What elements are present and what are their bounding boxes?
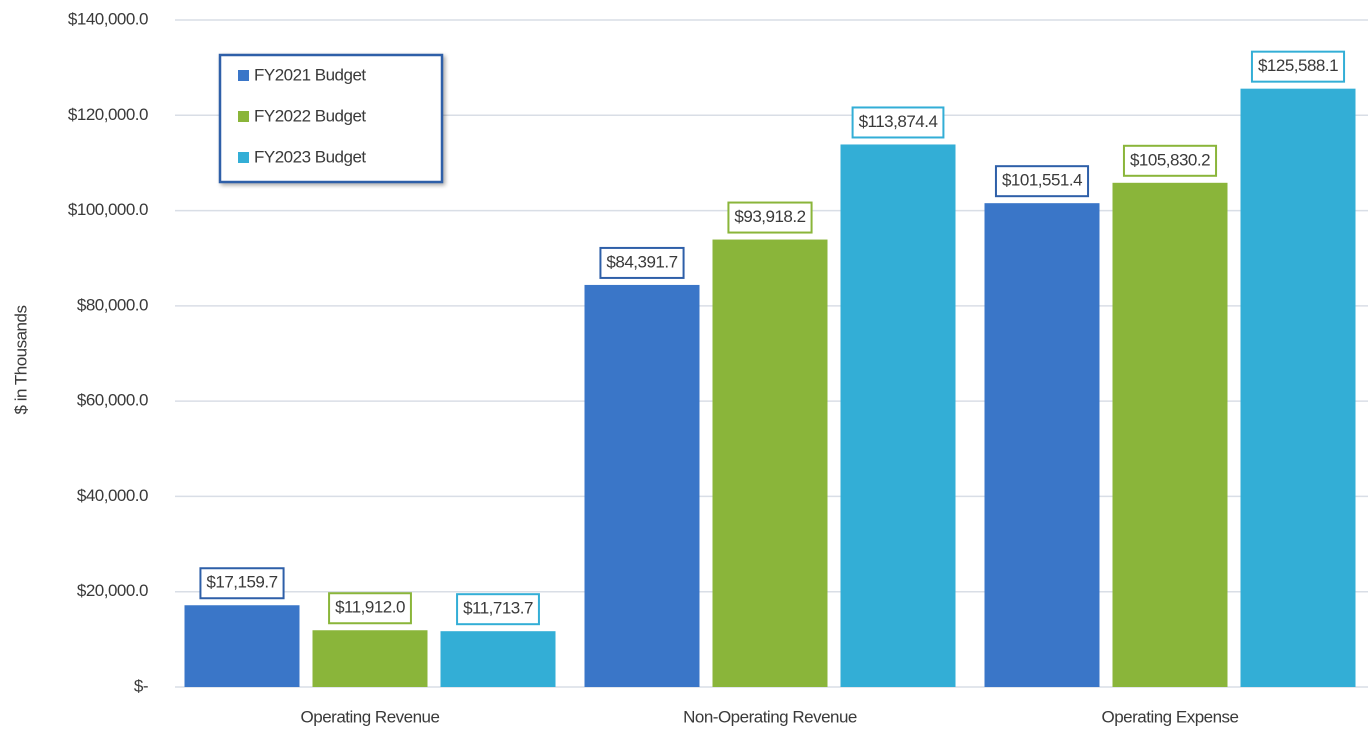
bar xyxy=(984,203,1100,687)
data-label-box xyxy=(851,106,945,139)
data-label-box xyxy=(727,201,813,234)
bar xyxy=(840,144,956,687)
data-label-text: $11,713.7 xyxy=(463,599,533,618)
legend-label: FY2023 Budget xyxy=(254,147,366,166)
data-label-text: $101,551.4 xyxy=(1002,171,1082,190)
data-label-text: $84,391.7 xyxy=(606,252,677,271)
legend-label: FY2021 Budget xyxy=(254,65,366,84)
data-label-text: $113,874.4 xyxy=(859,112,938,131)
y-tick-label: $140,000.0 xyxy=(68,9,148,28)
legend: FY2021 Budget FY2022 Budget FY2023 Budget xyxy=(218,53,444,184)
y-tick-label: $- xyxy=(134,676,148,695)
legend-label: FY2022 Budget xyxy=(254,106,366,125)
data-label: $105,830.2 xyxy=(1122,144,1218,177)
bar xyxy=(1112,182,1228,688)
bar xyxy=(312,630,428,687)
bar xyxy=(1240,88,1356,687)
data-label: $101,551.4 xyxy=(994,165,1090,198)
y-axis-label: $ in Thousands xyxy=(11,306,30,415)
x-tick-label: Operating Revenue xyxy=(301,707,440,726)
legend-swatch xyxy=(238,111,249,122)
data-label-box xyxy=(456,593,540,626)
legend-swatch xyxy=(238,70,249,81)
y-tick-label: $40,000.0 xyxy=(77,486,148,505)
y-tick-label: $20,000.0 xyxy=(77,581,148,600)
y-tick-label: $60,000.0 xyxy=(77,391,148,410)
data-label-box xyxy=(328,592,412,625)
data-label: $11,713.7 xyxy=(456,593,540,626)
data-label-box xyxy=(199,567,285,600)
bar xyxy=(712,239,828,687)
data-label: $125,588.1 xyxy=(1250,50,1346,83)
data-label-text: $105,830.2 xyxy=(1130,150,1210,169)
data-label-box xyxy=(1250,50,1346,83)
data-label-text: $125,588.1 xyxy=(1258,56,1338,75)
bar xyxy=(584,284,700,687)
data-label: $93,918.2 xyxy=(727,201,813,234)
data-label-text: $17,159.7 xyxy=(206,573,277,592)
x-tick-label: Non-Operating Revenue xyxy=(683,707,857,726)
legend-swatch xyxy=(238,152,249,163)
data-label: $17,159.7 xyxy=(199,567,285,600)
data-label-box xyxy=(1122,144,1218,177)
data-label-text: $93,918.2 xyxy=(734,207,805,226)
bar xyxy=(440,631,556,687)
bar xyxy=(184,605,300,687)
data-label-box xyxy=(599,246,685,279)
data-label-text: $11,912.0 xyxy=(335,598,405,617)
x-tick-label: Operating Expense xyxy=(1101,707,1238,726)
y-tick-label: $120,000.0 xyxy=(68,105,148,124)
y-tick-label: $80,000.0 xyxy=(77,295,148,314)
data-label: $113,874.4 xyxy=(851,106,945,139)
y-tick-label: $100,000.0 xyxy=(68,200,148,219)
data-label-box xyxy=(994,165,1090,198)
data-label: $84,391.7 xyxy=(599,246,685,279)
legend-box xyxy=(218,53,444,184)
data-label: $11,912.0 xyxy=(328,592,412,625)
